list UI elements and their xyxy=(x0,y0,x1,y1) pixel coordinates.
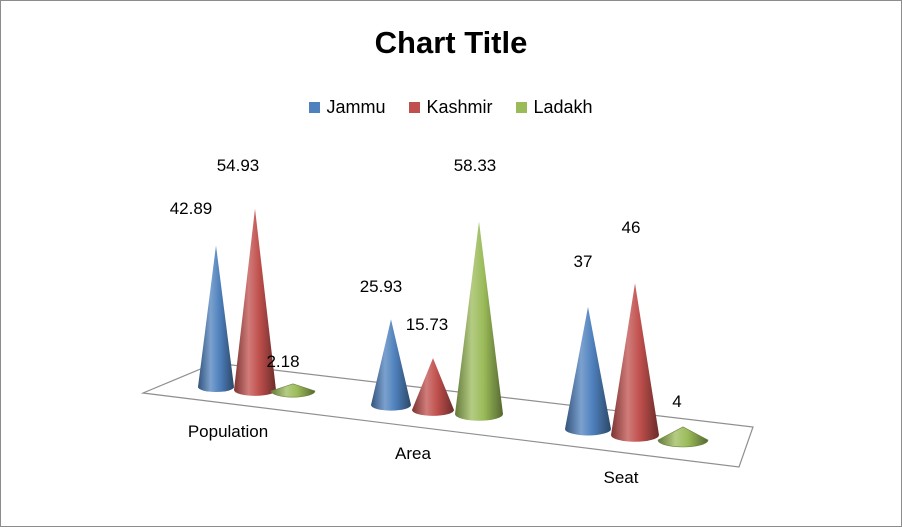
category-label-seat: Seat xyxy=(604,468,639,487)
cone-body xyxy=(234,208,276,396)
cone-kashmir-seat xyxy=(611,283,659,442)
data-label-kashmir-area: 15.73 xyxy=(406,315,449,334)
cone-ladakh-area xyxy=(455,221,503,421)
cone-jammu-seat xyxy=(565,306,611,436)
data-label-jammu-area: 25.93 xyxy=(360,277,403,296)
cone-body xyxy=(611,283,659,442)
legend-item-jammu: Jammu xyxy=(309,97,385,118)
data-label-jammu-population: 42.89 xyxy=(170,199,213,218)
chart-title: Chart Title xyxy=(374,25,528,60)
legend-swatch-jammu xyxy=(309,102,321,113)
cone-kashmir-population xyxy=(234,208,276,396)
legend-swatch-kashmir xyxy=(409,102,421,113)
cone-ladakh-seat xyxy=(657,426,709,448)
legend-label-ladakh: Ladakh xyxy=(533,97,593,117)
legend-item-kashmir: Kashmir xyxy=(409,97,492,118)
category-label-area: Area xyxy=(395,444,431,463)
data-label-ladakh-seat: 4 xyxy=(672,392,681,411)
cone-body xyxy=(371,319,411,411)
legend-swatch-ladakh xyxy=(516,102,528,113)
cone-body xyxy=(455,221,503,421)
data-label-kashmir-seat: 46 xyxy=(622,218,641,237)
category-label-population: Population xyxy=(188,422,268,441)
plot-floor xyxy=(140,362,754,468)
cone-body xyxy=(198,245,234,393)
cone-body xyxy=(270,383,316,398)
data-label-kashmir-population: 54.93 xyxy=(217,156,260,175)
cone-kashmir-area xyxy=(412,358,454,416)
cone-ladakh-population xyxy=(270,383,316,398)
cone-jammu-population xyxy=(198,245,234,393)
cone-jammu-area xyxy=(371,319,411,411)
data-label-jammu-seat: 37 xyxy=(574,252,593,271)
cone-body xyxy=(657,426,709,448)
legend-label-jammu: Jammu xyxy=(326,97,386,117)
legend-label-kashmir: Kashmir xyxy=(426,97,493,117)
legend: Jammu Kashmir Ladakh xyxy=(1,97,901,118)
cone-body xyxy=(412,358,454,416)
data-label-ladakh-area: 58.33 xyxy=(454,156,497,175)
data-label-ladakh-population: 2.18 xyxy=(266,352,299,371)
legend-item-ladakh: Ladakh xyxy=(516,97,593,118)
cone-body xyxy=(565,306,611,436)
